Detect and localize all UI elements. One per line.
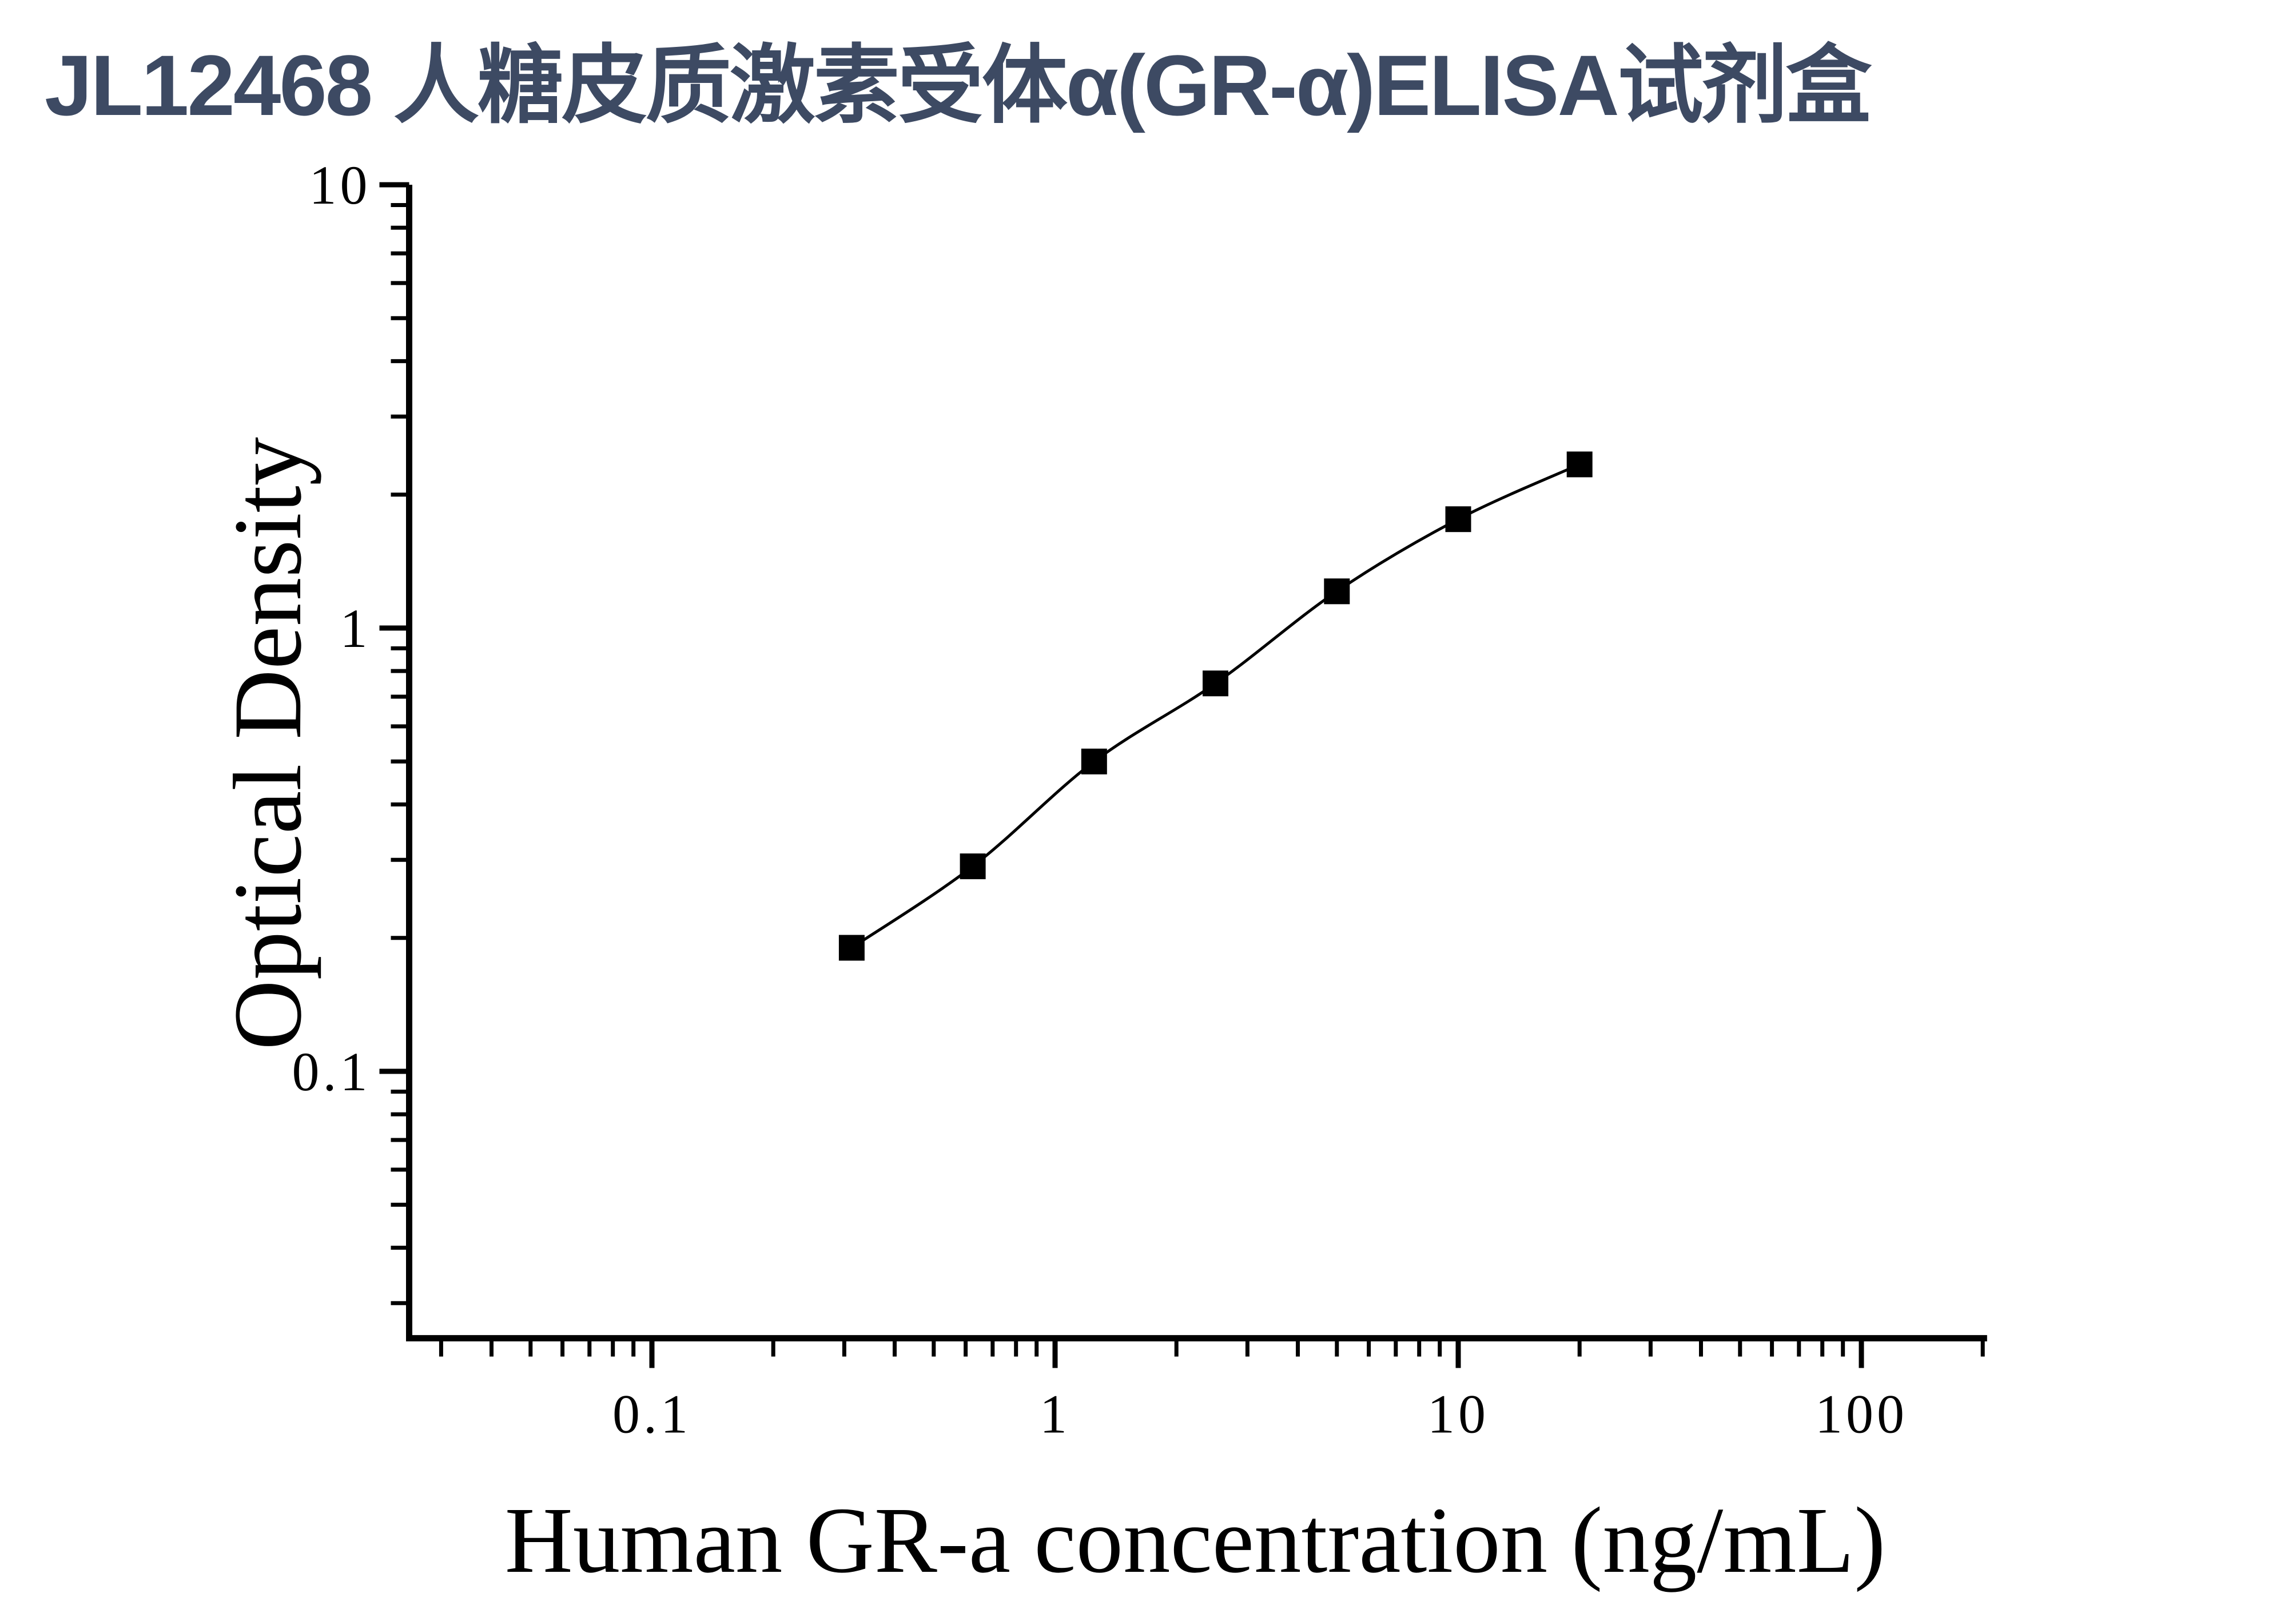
x-tick-label: 0.1 [612,1384,691,1445]
axes-layer [406,185,1987,1342]
ticks-layer: 0.1 1 10 100 10 1 0.1 [292,154,1985,1445]
y-axis-label: Optical Density [214,437,321,1050]
data-point-marker [1445,506,1471,533]
y-tick-label: 10 [309,154,371,216]
page-title: JL12468 人糖皮质激素受体α(GR-α)ELISA试剂盒 [45,37,1872,133]
data-point-marker [838,935,865,961]
axis-lines [406,185,1987,1342]
x-tick-label: 100 [1815,1384,1908,1445]
series-layer [838,451,1593,961]
x-tick-label: 10 [1427,1384,1489,1445]
data-point-marker [1566,451,1593,478]
data-point-marker [1203,670,1228,697]
data-point-marker [1081,748,1107,774]
x-axis-label: Human GR-a concentration (ng/mL) [505,1488,1886,1592]
y-tick-label: 1 [340,598,371,659]
y-tick-label: 0.1 [292,1041,371,1102]
x-tick-label: 1 [1040,1384,1071,1445]
data-point-marker [1324,578,1350,605]
data-point-marker [960,853,986,880]
